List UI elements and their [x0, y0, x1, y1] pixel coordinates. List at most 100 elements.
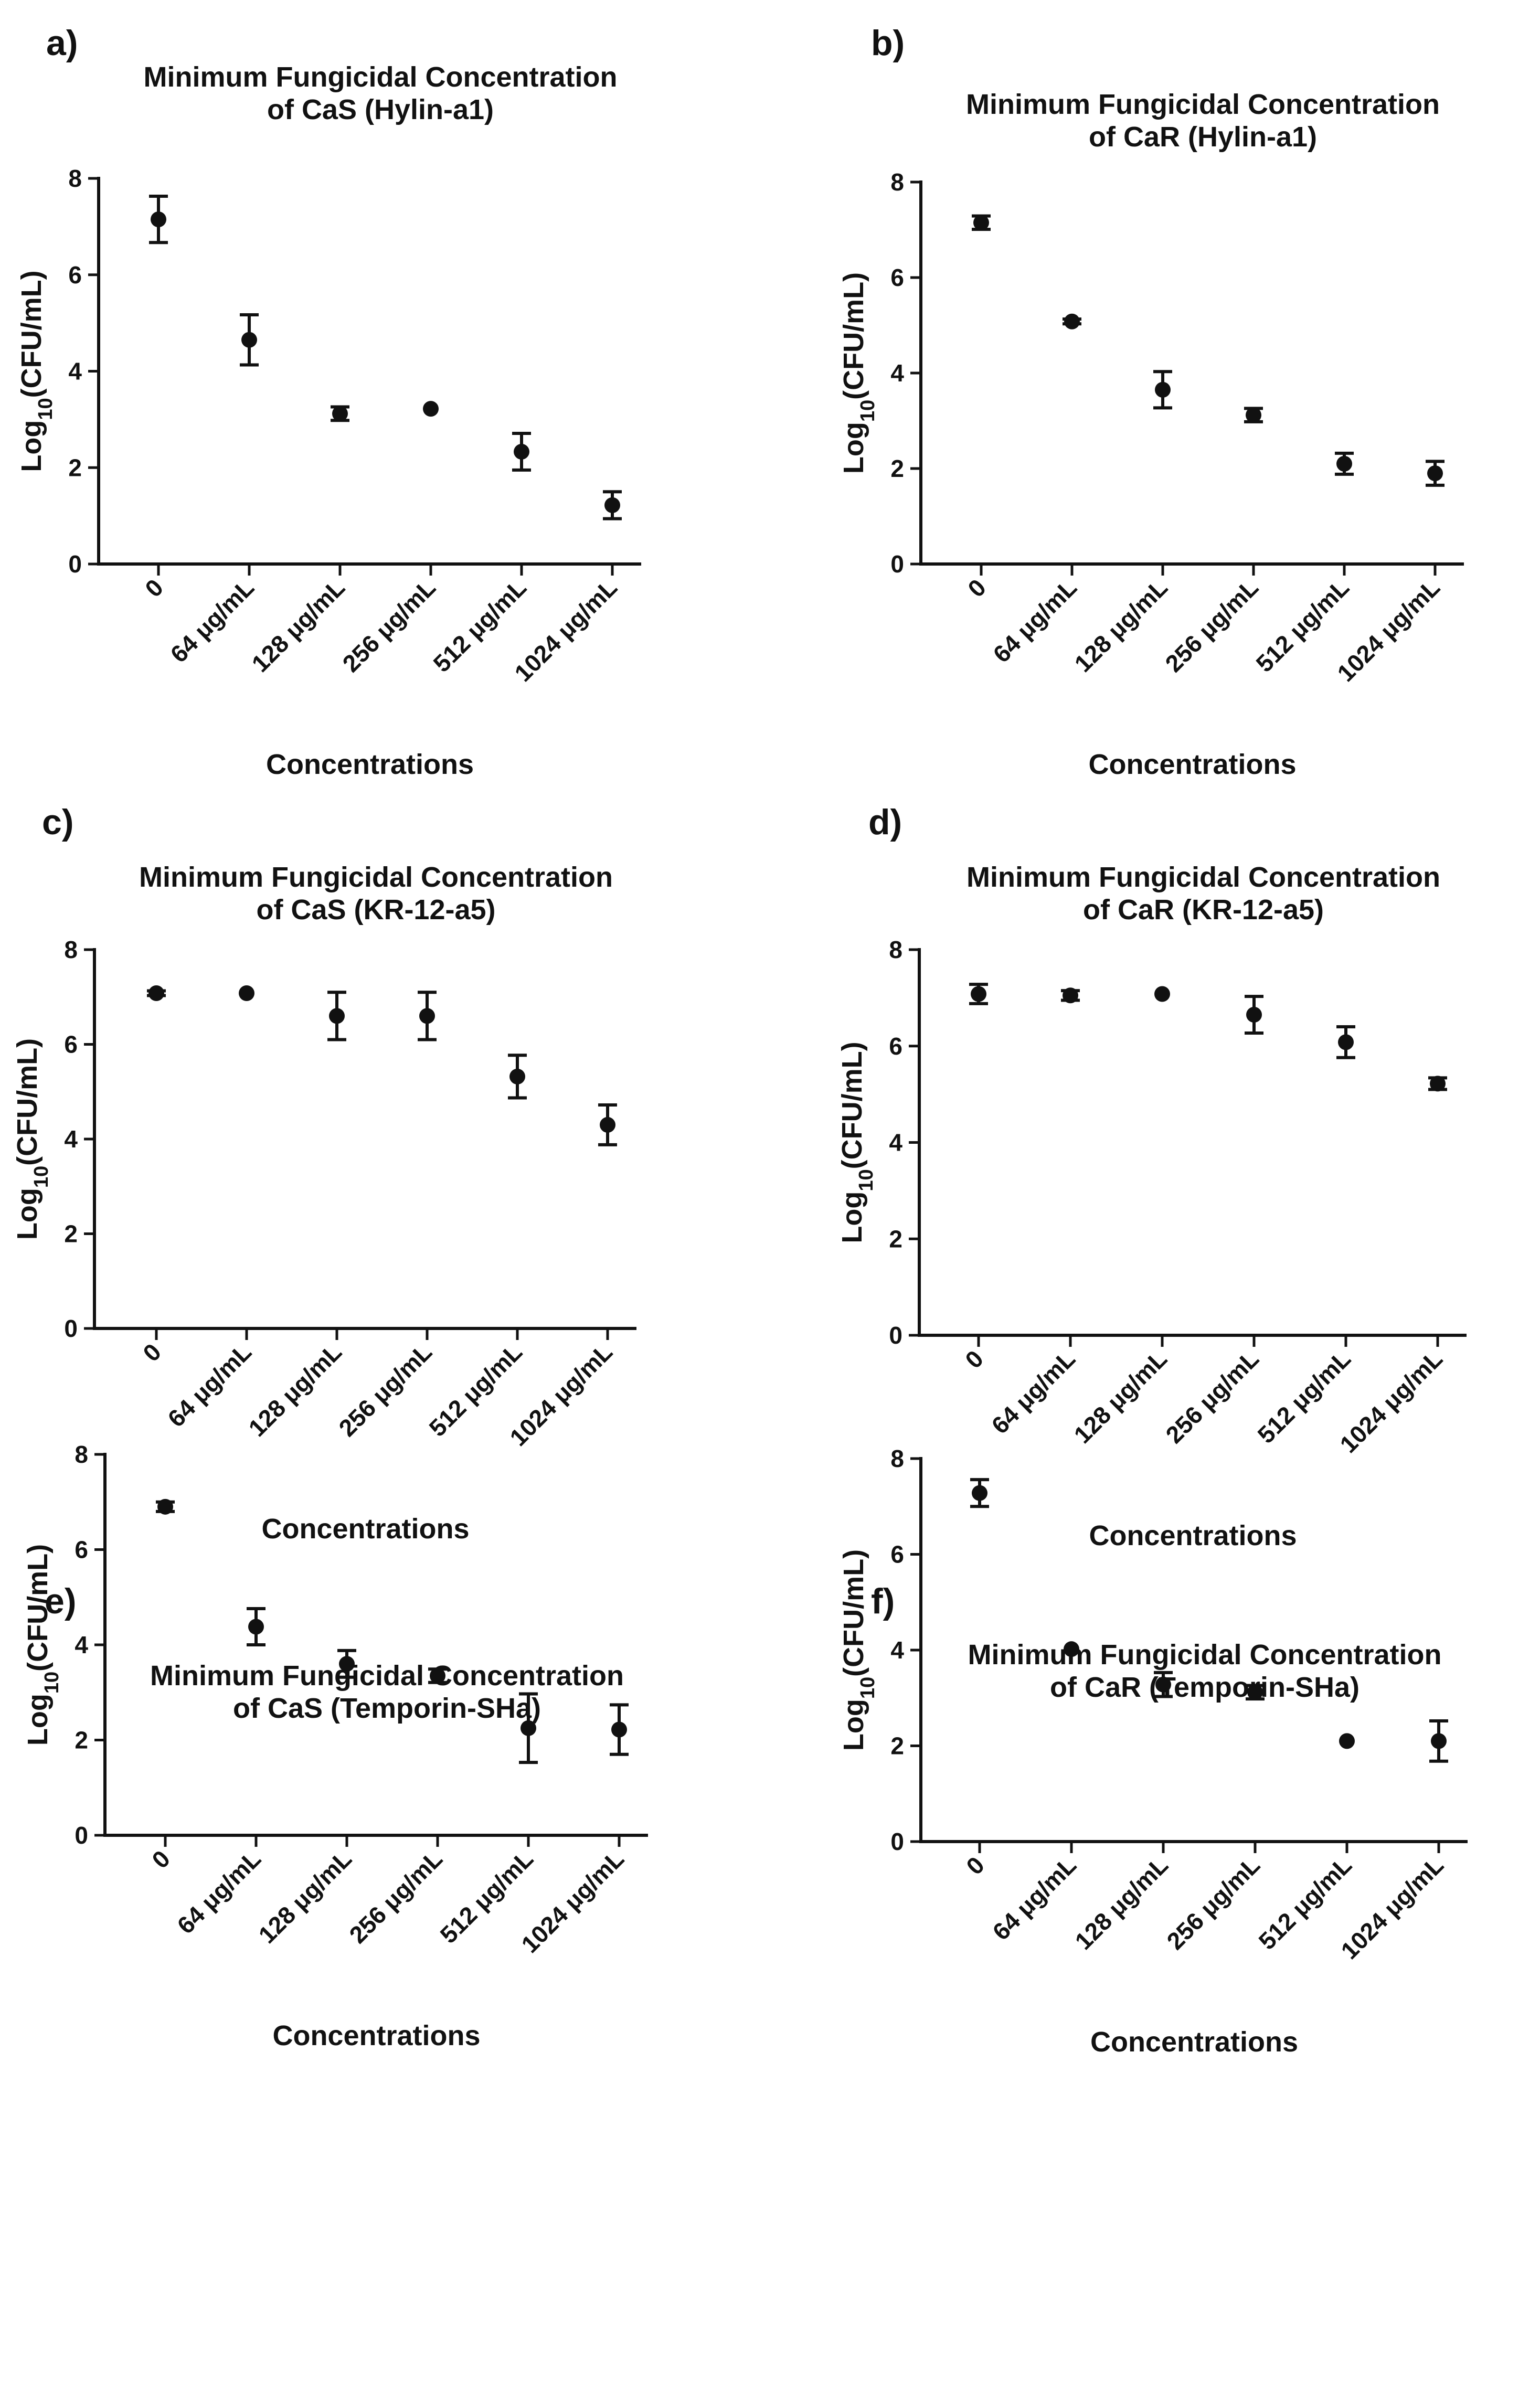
data-point [1246, 1007, 1262, 1023]
y-axis-title-sub: 10 [855, 1169, 877, 1191]
y-tick-label: 2 [889, 1225, 902, 1252]
x-tick-label: 64 μg/mL [165, 573, 259, 668]
data-point [157, 1498, 173, 1515]
y-axis-title-log: Log [16, 420, 47, 472]
y-axis-title: Log10(CFU/mL) [12, 1038, 52, 1240]
x-axis-title: Concentrations [1088, 749, 1296, 780]
data-point [1154, 986, 1170, 1002]
y-axis-title-unit: (CFU/mL) [12, 1038, 43, 1166]
x-tick-label: 128 μg/mL [1068, 1345, 1172, 1449]
chart-title-line: Minimum Fungicidal Concentration [968, 1639, 1442, 1671]
x-tick-label: 0 [140, 573, 168, 602]
y-tick-label: 4 [890, 359, 904, 387]
y-axis-title-sub: 10 [857, 1677, 879, 1699]
y-axis-title-log: Log [22, 1694, 54, 1746]
chart-title-line: of CaS (Temporin-SHa) [233, 1693, 541, 1724]
chart-title-line: of CaR (KR-12-a5) [1083, 894, 1324, 926]
data-point [339, 1656, 355, 1672]
chart-title-line: Minimum Fungicidal Concentration [967, 862, 1440, 893]
y-tick-label: 2 [64, 1220, 78, 1248]
y-axis-title: Log10(CFU/mL) [836, 1041, 877, 1243]
x-tick-label: 256 μg/mL [1161, 1851, 1265, 1955]
y-tick-label: 8 [889, 936, 902, 963]
x-tick-label: 64 μg/mL [987, 1851, 1081, 1945]
data-point [973, 215, 989, 231]
y-tick-label: 0 [889, 1322, 902, 1349]
data-point [604, 497, 620, 513]
y-tick-label: 2 [68, 454, 82, 481]
data-point [419, 1008, 435, 1024]
chart-title-line: of CaS (KR-12-a5) [256, 894, 495, 926]
data-point [248, 1619, 264, 1635]
y-axis-title-unit: (CFU/mL) [16, 270, 47, 398]
x-axis-title: Concentrations [266, 749, 474, 780]
y-axis-title-unit: (CFU/mL) [838, 1549, 869, 1677]
data-point [239, 985, 254, 1002]
y-axis-title-sub: 10 [41, 1672, 63, 1694]
y-axis-title-unit: (CFU/mL) [836, 1041, 868, 1169]
x-tick-label: 0 [137, 1338, 166, 1367]
x-tick-label: 0 [960, 1345, 989, 1374]
x-tick-label: 256 μg/mL [1160, 573, 1263, 677]
y-axis-title: Log10(CFU/mL) [22, 1544, 63, 1746]
y-tick-label: 4 [75, 1631, 88, 1658]
data-point [1064, 1641, 1079, 1657]
x-tick-label: 64 μg/mL [162, 1338, 257, 1432]
x-axis-title: Concentrations [272, 2020, 480, 2051]
x-tick-label: 64 μg/mL [172, 1845, 266, 1939]
panel-letter: e) [45, 1581, 76, 1621]
y-tick-label: 0 [64, 1315, 78, 1342]
data-point [151, 211, 166, 228]
data-point [148, 985, 164, 1002]
data-point [1427, 465, 1443, 482]
y-axis-title-sub: 10 [30, 1166, 52, 1188]
chart-title-line: of CaR (Hylin-a1) [1089, 121, 1317, 153]
x-tick-label: 256 μg/mL [333, 1338, 437, 1442]
data-point [241, 332, 257, 348]
chart-title-line: Minimum Fungicidal Concentration [150, 1660, 624, 1692]
y-tick-label: 8 [890, 1445, 904, 1472]
y-axis-title: Log10(CFU/mL) [838, 272, 879, 474]
data-point [1336, 455, 1352, 472]
y-tick-label: 0 [75, 1822, 88, 1849]
x-tick-label: 64 μg/mL [987, 573, 1082, 668]
x-axis-title: Concentrations [261, 1513, 469, 1545]
y-axis-title-sub: 10 [857, 400, 879, 422]
x-axis-title: Concentrations [1090, 2026, 1298, 2058]
x-tick-label: 256 μg/mL [337, 573, 441, 677]
x-tick-label: 64 μg/mL [986, 1345, 1080, 1439]
y-tick-label: 8 [68, 165, 82, 192]
data-point [600, 1116, 615, 1133]
y-axis-title-log: Log [12, 1188, 43, 1240]
chart-title-line: of CaS (Hylin-a1) [267, 94, 494, 125]
y-tick-label: 6 [68, 261, 82, 289]
x-tick-label: 256 μg/mL [1160, 1345, 1264, 1449]
y-axis-title-sub: 10 [35, 398, 57, 420]
y-axis-title: Log10(CFU/mL) [16, 270, 57, 472]
panel-letter: a) [46, 23, 78, 63]
y-tick-label: 8 [64, 936, 78, 963]
data-point [1247, 1684, 1263, 1700]
panel-letter: b) [871, 23, 905, 63]
chart-title-line: Minimum Fungicidal Concentration [139, 862, 613, 893]
x-tick-label: 128 μg/mL [246, 573, 350, 677]
y-tick-label: 6 [889, 1033, 902, 1060]
x-tick-label: 0 [961, 1851, 990, 1880]
panel-letter: d) [868, 802, 902, 842]
y-axis-title-unit: (CFU/mL) [838, 272, 869, 400]
y-tick-label: 6 [890, 1541, 904, 1568]
data-point [1246, 407, 1261, 423]
data-point [329, 1008, 345, 1024]
y-axis-title-log: Log [838, 1699, 869, 1751]
x-tick-label: 256 μg/mL [344, 1845, 448, 1949]
y-tick-label: 2 [890, 1732, 904, 1760]
y-tick-label: 6 [890, 264, 904, 291]
data-point [972, 1485, 987, 1501]
y-tick-label: 0 [890, 1828, 904, 1855]
y-axis-title-log: Log [836, 1192, 868, 1243]
y-axis-title: Log10(CFU/mL) [838, 1549, 879, 1751]
